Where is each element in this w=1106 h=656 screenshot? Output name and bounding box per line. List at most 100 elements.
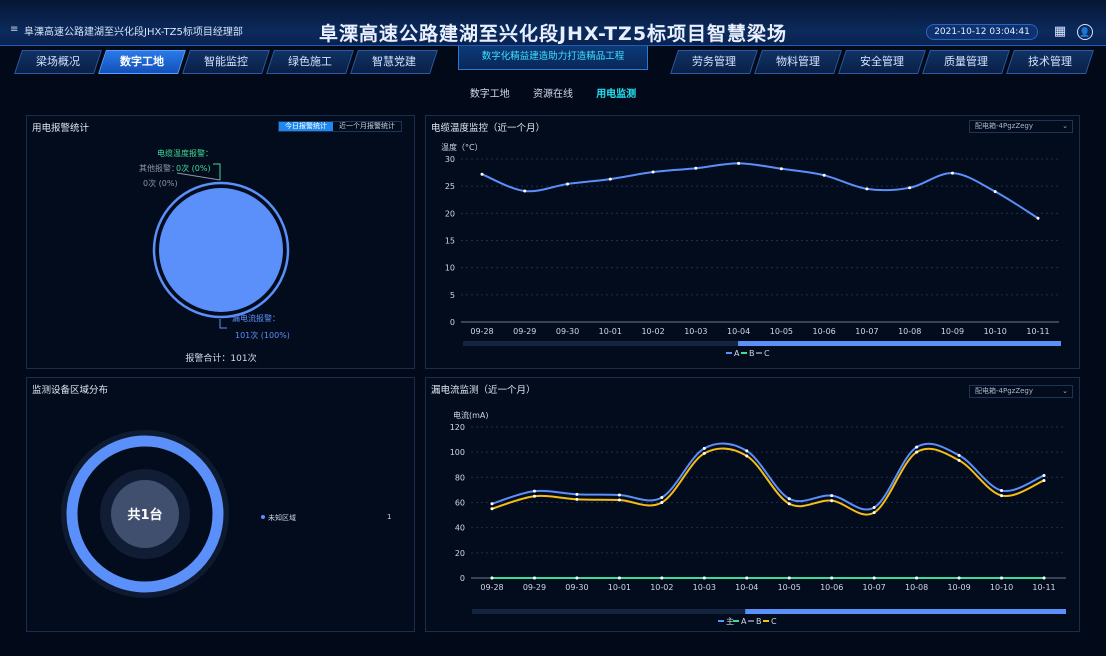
user-icon[interactable]: 👤 — [1077, 24, 1093, 40]
menu-icon[interactable]: ≡ — [10, 24, 19, 35]
datetime: 2021-10-12 03:04:41 — [926, 24, 1038, 40]
nav-tab-label: 梁场概况 — [36, 55, 80, 68]
y-tick-label: 120 — [450, 423, 465, 432]
nav-tab[interactable]: 技术管理 — [1006, 50, 1094, 74]
series-line-C — [491, 447, 1045, 516]
nav-tab[interactable]: 智慧党建 — [350, 50, 438, 74]
subnav-item-power-monitoring[interactable]: 用电监测 — [596, 89, 637, 100]
x-tick-label: 09-30 — [565, 583, 588, 592]
alarm-pie-chart: 电缆温度报警： 0次 (0%) 其他报警： 0次 (0%) 漏电流报警： 101… — [139, 148, 290, 364]
distribution-box-select[interactable]: 配电箱-4PgzZegy ⌄ — [969, 120, 1073, 133]
nav-tab[interactable]: 梁场概况 — [14, 50, 102, 74]
legend-item[interactable]: A — [741, 617, 747, 626]
data-point — [566, 182, 570, 186]
x-tick-label: 10-03 — [693, 583, 716, 592]
region-panel: 监测设备区域分布 共1台 未知区域 1 — [26, 377, 415, 632]
data-point — [651, 170, 655, 174]
data-point — [779, 167, 783, 171]
x-tick-label: 10-07 — [855, 327, 878, 336]
pie-slice-leak[interactable] — [159, 188, 283, 312]
slice-label-leak: 漏电流报警： — [232, 313, 280, 323]
y-tick-label: 10 — [445, 264, 455, 273]
x-tick-label: 10-07 — [863, 583, 886, 592]
legend-value: 1 — [387, 513, 391, 521]
y-tick-label: 5 — [450, 291, 455, 300]
y-axis-label: 电流(mA) — [453, 410, 489, 420]
subnav-item-digital-site[interactable]: 数字工地 — [469, 89, 510, 100]
x-tick-label: 09-30 — [556, 327, 579, 336]
data-point — [745, 576, 749, 580]
sub-nav: 数字工地 资源在线 用电监测 — [0, 85, 1106, 100]
slice-value-leak: 101次 (100%) — [235, 330, 290, 340]
legend-item[interactable]: B — [756, 617, 762, 626]
nav-tab[interactable]: 智能监控 — [182, 50, 270, 74]
y-tick-label: 0 — [450, 318, 455, 327]
y-tick-label: 0 — [460, 574, 465, 583]
distribution-box-select[interactable]: 配电箱-4PgzZegy ⌄ — [969, 385, 1073, 398]
data-point — [702, 576, 706, 580]
legend-item[interactable]: C — [764, 349, 770, 358]
data-point — [617, 576, 621, 580]
x-tick-label: 10-06 — [820, 583, 843, 592]
x-tick-label: 10-11 — [1026, 327, 1049, 336]
legend-item[interactable]: B — [749, 349, 755, 358]
data-point — [872, 511, 876, 515]
nav-tab[interactable]: 数字工地 — [98, 50, 186, 74]
label-line — [213, 163, 221, 180]
x-tick-label: 10-09 — [941, 327, 964, 336]
keyboard-grid-icon[interactable]: ▦ — [1053, 24, 1067, 39]
zoom-slider-handle[interactable] — [738, 341, 1061, 346]
nav-tab[interactable]: 安全管理 — [838, 50, 926, 74]
tab-today-alarms[interactable]: 今日报警统计 — [279, 122, 333, 131]
data-point — [575, 576, 579, 580]
panel-title: 电缆温度监控（近一个月） — [431, 123, 546, 134]
data-point — [702, 451, 706, 455]
data-point — [532, 494, 536, 498]
data-point — [1000, 494, 1004, 498]
data-point — [1042, 576, 1046, 580]
data-point — [957, 458, 961, 462]
select-value: 配电箱-4PgzZegy — [975, 387, 1034, 395]
x-tick-label: 09-29 — [513, 327, 536, 336]
nav-tab[interactable]: 劳务管理 — [670, 50, 758, 74]
header: ≡ 阜溧高速公路建湖至兴化段JHX-TZ5标项目经理部 阜溧高速公路建湖至兴化段… — [0, 0, 1106, 46]
x-tick-label: 10-02 — [650, 583, 673, 592]
data-point — [1042, 478, 1046, 482]
y-tick-label: 100 — [450, 448, 465, 457]
nav-tab[interactable]: 物料管理 — [754, 50, 842, 74]
cable-temp-chart: 温度（°C） 0 5 10 15 20 25 30 09-28 09-29 09-30 10-01 10… — [441, 142, 1061, 358]
x-tick-label: 10-01 — [599, 327, 622, 336]
nav-tab[interactable]: 绿色施工 — [266, 50, 354, 74]
alarm-tab-switch: 今日报警统计 近一个月报警统计 — [278, 121, 402, 132]
series-line-主 — [491, 442, 1045, 511]
y-tick-label: 25 — [445, 182, 455, 191]
data-point — [957, 453, 961, 457]
chevron-down-icon: ⌄ — [1062, 122, 1068, 130]
data-point — [702, 446, 706, 450]
data-point — [660, 501, 664, 504]
data-point — [532, 489, 536, 493]
y-tick-label: 20 — [455, 549, 465, 558]
x-tick-label: 10-05 — [778, 583, 801, 592]
data-point — [950, 171, 954, 175]
subnav-item-resources[interactable]: 资源在线 — [533, 89, 573, 100]
data-point — [694, 166, 698, 170]
org-name: 阜溧高速公路建湖至兴化段JHX-TZ5标项目经理部 — [24, 27, 243, 38]
slice-value-cable-temp: 0次 (0%) — [176, 163, 211, 173]
data-point — [872, 576, 876, 580]
data-point — [1000, 576, 1004, 580]
select-value: 配电箱-4PgzZegy — [975, 122, 1034, 130]
nav-tab[interactable]: 质量管理 — [922, 50, 1010, 74]
data-point — [915, 576, 919, 580]
legend-item[interactable]: C — [771, 617, 777, 626]
zoom-slider-handle[interactable] — [745, 609, 1066, 614]
data-point — [737, 161, 741, 165]
nav-tab-label: 物料管理 — [776, 55, 820, 68]
y-tick-label: 60 — [455, 499, 465, 508]
legend-item[interactable]: A — [734, 349, 740, 358]
data-point — [490, 502, 494, 506]
legend-item[interactable]: 主 — [726, 616, 734, 626]
data-point — [822, 173, 826, 177]
panel-title: 用电报警统计 — [32, 123, 90, 134]
tab-month-alarms[interactable]: 近一个月报警统计 — [339, 122, 395, 130]
